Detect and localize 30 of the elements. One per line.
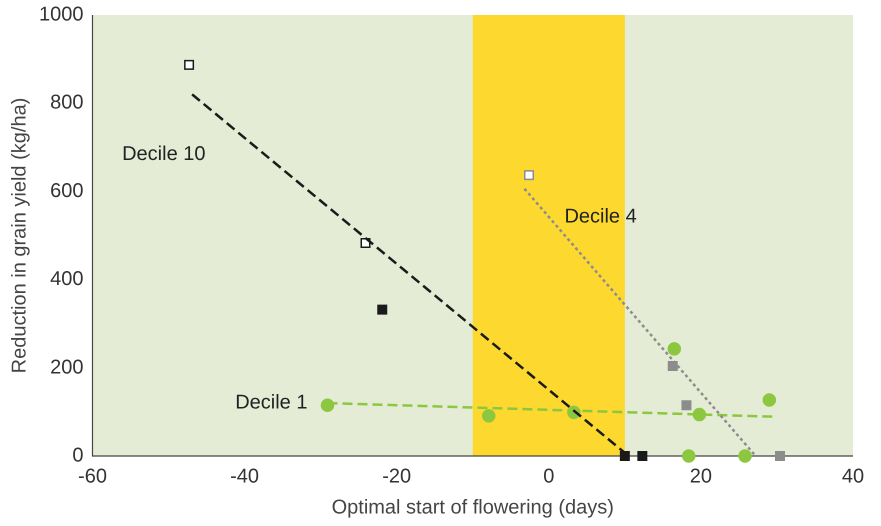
point (320, 398, 334, 412)
x-tick-label: -60 (78, 466, 107, 488)
y-tick-label: 400 (50, 268, 84, 290)
y-axis-title: Reduction in grain yield (kg/ha) (8, 98, 31, 374)
point (682, 449, 696, 463)
y-tick-label: 1000 (38, 4, 84, 26)
series-label: Decile 4 (564, 205, 637, 228)
y-tick-label: 800 (50, 92, 84, 114)
y-tick-label: 200 (50, 356, 84, 378)
y-tick-label: 0 (72, 444, 84, 467)
x-tick-label: 20 (690, 466, 712, 488)
y-tick-label: 600 (50, 180, 84, 202)
series-label: Decile 1 (235, 392, 308, 414)
point (762, 393, 776, 407)
point (637, 451, 648, 461)
point (775, 451, 785, 461)
x-tick-label: 0 (543, 466, 554, 488)
point (482, 409, 496, 423)
x-tick-label: -20 (382, 466, 412, 488)
x-axis-title: Optimal start of flowering (days) (332, 496, 614, 519)
point (681, 400, 692, 410)
x-tick-label: -40 (230, 466, 260, 488)
point (524, 170, 534, 180)
point (738, 449, 752, 463)
point (668, 342, 682, 356)
x-tick-label: 40 (842, 466, 864, 488)
point (668, 361, 678, 372)
point (377, 304, 388, 315)
point (184, 60, 194, 70)
series-label: Decile 10 (122, 142, 206, 165)
